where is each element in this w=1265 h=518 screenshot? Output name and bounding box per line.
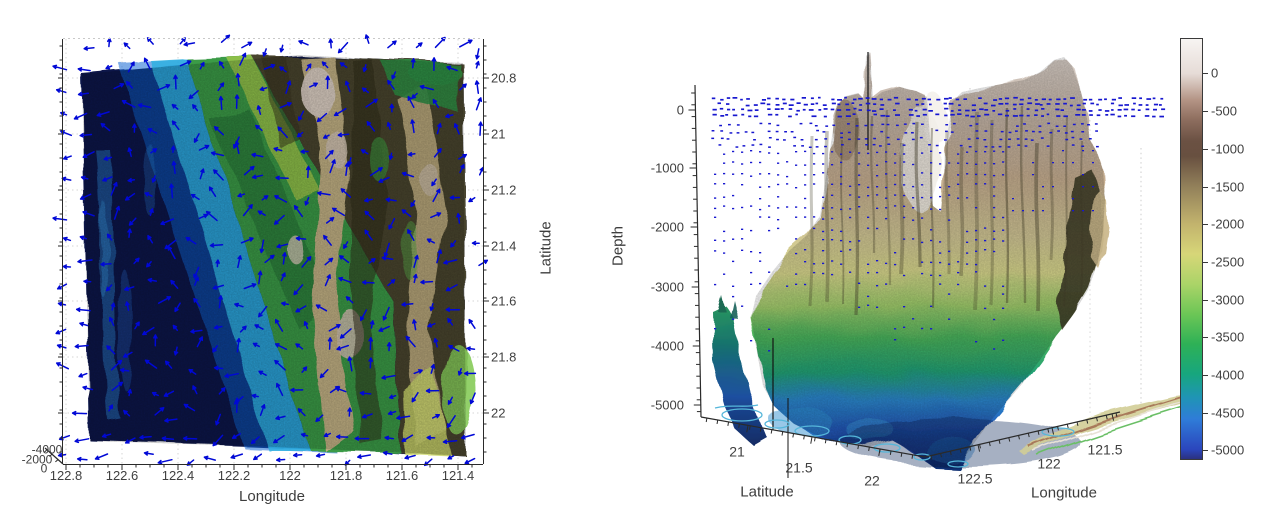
colorbar-tick-mark: [1203, 223, 1208, 225]
z-tick-label: -2000: [650, 219, 684, 235]
right-plot-axes: [688, 84, 1121, 460]
x-axis-label: Longitude: [239, 488, 305, 505]
y-tick-label: 22: [491, 405, 506, 421]
colorbar-tick-mark: [1203, 412, 1208, 414]
colorbar-tick-label: -2500: [1211, 254, 1245, 270]
x-tick-label: 121.6: [385, 468, 419, 483]
x-tick-label: 122: [279, 468, 301, 483]
z-tick-label: 0: [40, 461, 48, 476]
y-tick-label: 122: [1037, 455, 1061, 472]
colorbar-tick-mark: [1203, 186, 1208, 188]
x-tick-label: 122.2: [217, 468, 251, 483]
x-tick-label: 22: [864, 472, 880, 489]
x-tick-label: 122.4: [161, 468, 195, 483]
colorbar-tick-label: -3500: [1211, 329, 1245, 345]
x-tick-label: 122.6: [105, 468, 139, 483]
y-tick-label: 21.4: [491, 238, 517, 254]
x-tick-label: 21: [729, 443, 745, 460]
y-axis-label: Longitude: [1031, 484, 1097, 502]
y-tick-label: 20.8: [491, 70, 517, 86]
colorbar-tick-label: -3000: [1211, 292, 1245, 308]
y-tick-label: 122.5: [957, 470, 993, 487]
left-plot-quiver-arrows: [52, 34, 489, 467]
x-tick-label: 121.8: [329, 468, 363, 483]
right-plot-shelf-rim: [1020, 394, 1191, 457]
x-tick-label: 121.4: [441, 468, 475, 483]
colorbar-tick-mark: [1203, 261, 1208, 263]
z-axis-label: Depth: [609, 225, 627, 267]
x-tick-label: 21.5: [785, 459, 813, 476]
colorbar-tick-label: 0: [1211, 65, 1219, 81]
colorbar-tick-label: -500: [1211, 103, 1238, 119]
colorbar-tick-label: -2000: [1211, 216, 1245, 232]
colorbar-tick-label: -4500: [1211, 405, 1245, 421]
colorbar-tick-mark: [1203, 374, 1208, 376]
z-tick-label: -1000: [650, 160, 684, 176]
right-plot-quiver-arrows: [711, 96, 1166, 352]
colorbar-tick-mark: [1203, 148, 1208, 150]
y-tick-label: 21: [491, 126, 506, 142]
z-tick-label: 0: [676, 102, 684, 118]
colorbar-tick-label: -5000: [1211, 442, 1245, 458]
z-tick-label: -5000: [650, 397, 684, 413]
z-tick-label: -4000: [31, 442, 63, 457]
z-tick-label: -3000: [650, 279, 684, 295]
x-axis-label: Latitude: [740, 483, 794, 501]
colorbar: [1180, 38, 1203, 460]
y-tick-label: 21.6: [491, 293, 517, 309]
y-tick-label: 121.5: [1087, 441, 1123, 458]
colorbar-tick-label: -1500: [1211, 179, 1245, 195]
colorbar-tick-label: -4000: [1211, 367, 1245, 383]
y-tick-label: 21.2: [491, 182, 517, 198]
z-tick-label: -4000: [650, 338, 684, 354]
y-axis-label: Latitude: [537, 221, 555, 275]
left-plot-axes: [44, 38, 489, 470]
colorbar-tick-mark: [1203, 72, 1208, 74]
colorbar-tick-mark: [1203, 336, 1208, 338]
colorbar-tick-label: -1000: [1211, 141, 1245, 157]
colorbar-tick-mark: [1203, 299, 1208, 301]
z-tick-label: -2000: [21, 452, 53, 467]
x-tick-label: 122.8: [49, 468, 83, 483]
colorbar-tick-mark: [1203, 110, 1208, 112]
colorbar-tick-mark: [1203, 449, 1208, 451]
y-tick-label: 21.8: [491, 349, 517, 365]
